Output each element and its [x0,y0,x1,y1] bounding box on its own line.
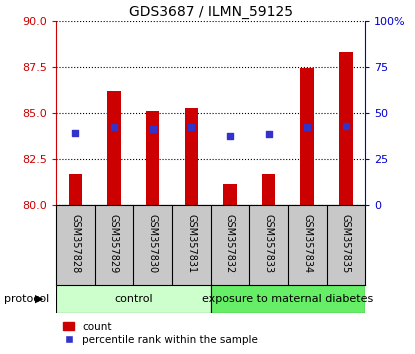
Text: GSM357829: GSM357829 [109,214,119,273]
Bar [262,174,275,205]
Bar [107,91,121,205]
Bar [339,52,353,205]
FancyBboxPatch shape [210,285,365,313]
Point [304,124,310,130]
Bar [68,174,82,205]
Point [188,124,195,130]
Text: GSM357830: GSM357830 [148,214,158,273]
Text: GSM357835: GSM357835 [341,214,351,273]
Text: control: control [114,294,153,304]
Text: ▶: ▶ [35,294,44,304]
Title: GDS3687 / ILMN_59125: GDS3687 / ILMN_59125 [129,5,293,19]
Text: GSM357832: GSM357832 [225,214,235,273]
Point [149,126,156,132]
Point [227,133,233,139]
Bar [300,68,314,205]
Point [265,132,272,137]
Text: GSM357833: GSM357833 [264,214,273,273]
Text: protocol: protocol [4,294,49,304]
Point [72,130,79,136]
Legend: count, percentile rank within the sample: count, percentile rank within the sample [59,317,262,349]
Text: GSM357828: GSM357828 [71,214,81,273]
Bar [185,108,198,205]
Text: GSM357831: GSM357831 [186,214,196,273]
Point [342,123,349,129]
Bar [146,112,159,205]
Text: GSM357834: GSM357834 [302,214,312,273]
Bar [223,184,237,205]
Point [111,124,117,130]
FancyBboxPatch shape [56,285,210,313]
Text: exposure to maternal diabetes: exposure to maternal diabetes [202,294,374,304]
